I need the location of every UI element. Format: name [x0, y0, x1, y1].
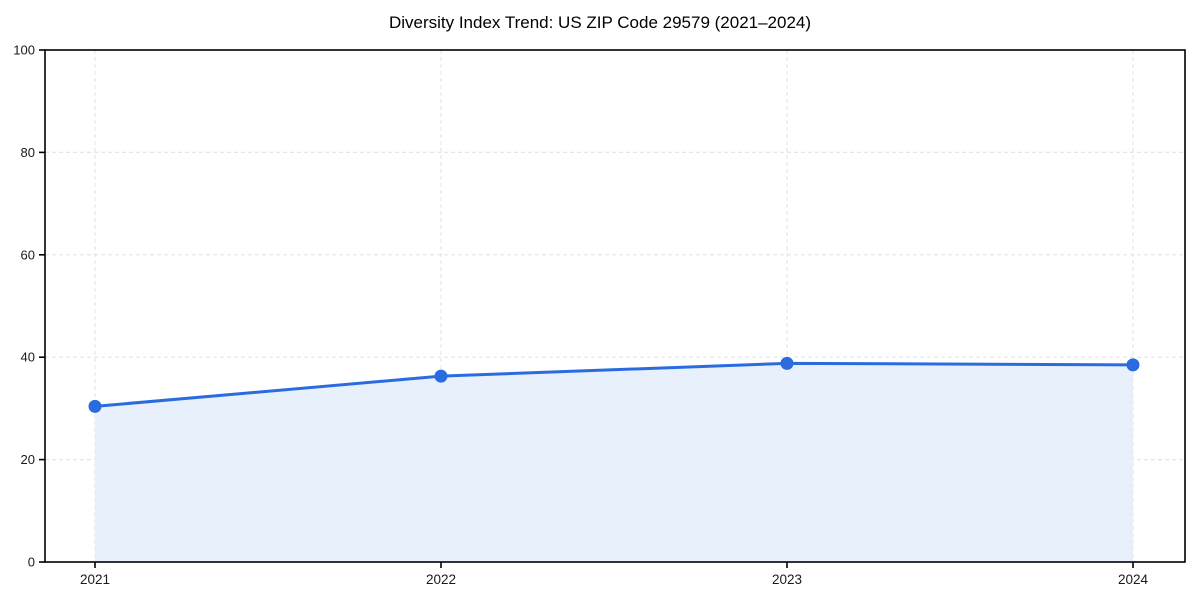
y-tick-label: 40: [21, 350, 35, 365]
chart-title: Diversity Index Trend: US ZIP Code 29579…: [388, 13, 812, 32]
data-point-marker-2022: [434, 369, 448, 383]
data-point-marker-2023: [780, 356, 794, 370]
y-tick-label: 100: [13, 43, 35, 58]
plot-border: [44, 49, 1186, 563]
x-tick-label: 2024: [1118, 572, 1149, 587]
y-tick-label: 80: [21, 145, 35, 160]
data-point-marker-2021: [88, 399, 102, 413]
y-tick-label: 60: [21, 247, 35, 262]
x-tick-label: 2023: [772, 572, 802, 587]
trend-line: [93, 361, 1135, 408]
y-tick-label: 20: [21, 452, 35, 467]
area-fill: [95, 363, 1133, 562]
y-tick-label: 0: [28, 555, 35, 570]
data-point-marker-2024: [1126, 358, 1140, 372]
x-tick-label: 2022: [426, 572, 456, 587]
x-tick-label: 2021: [80, 572, 110, 587]
